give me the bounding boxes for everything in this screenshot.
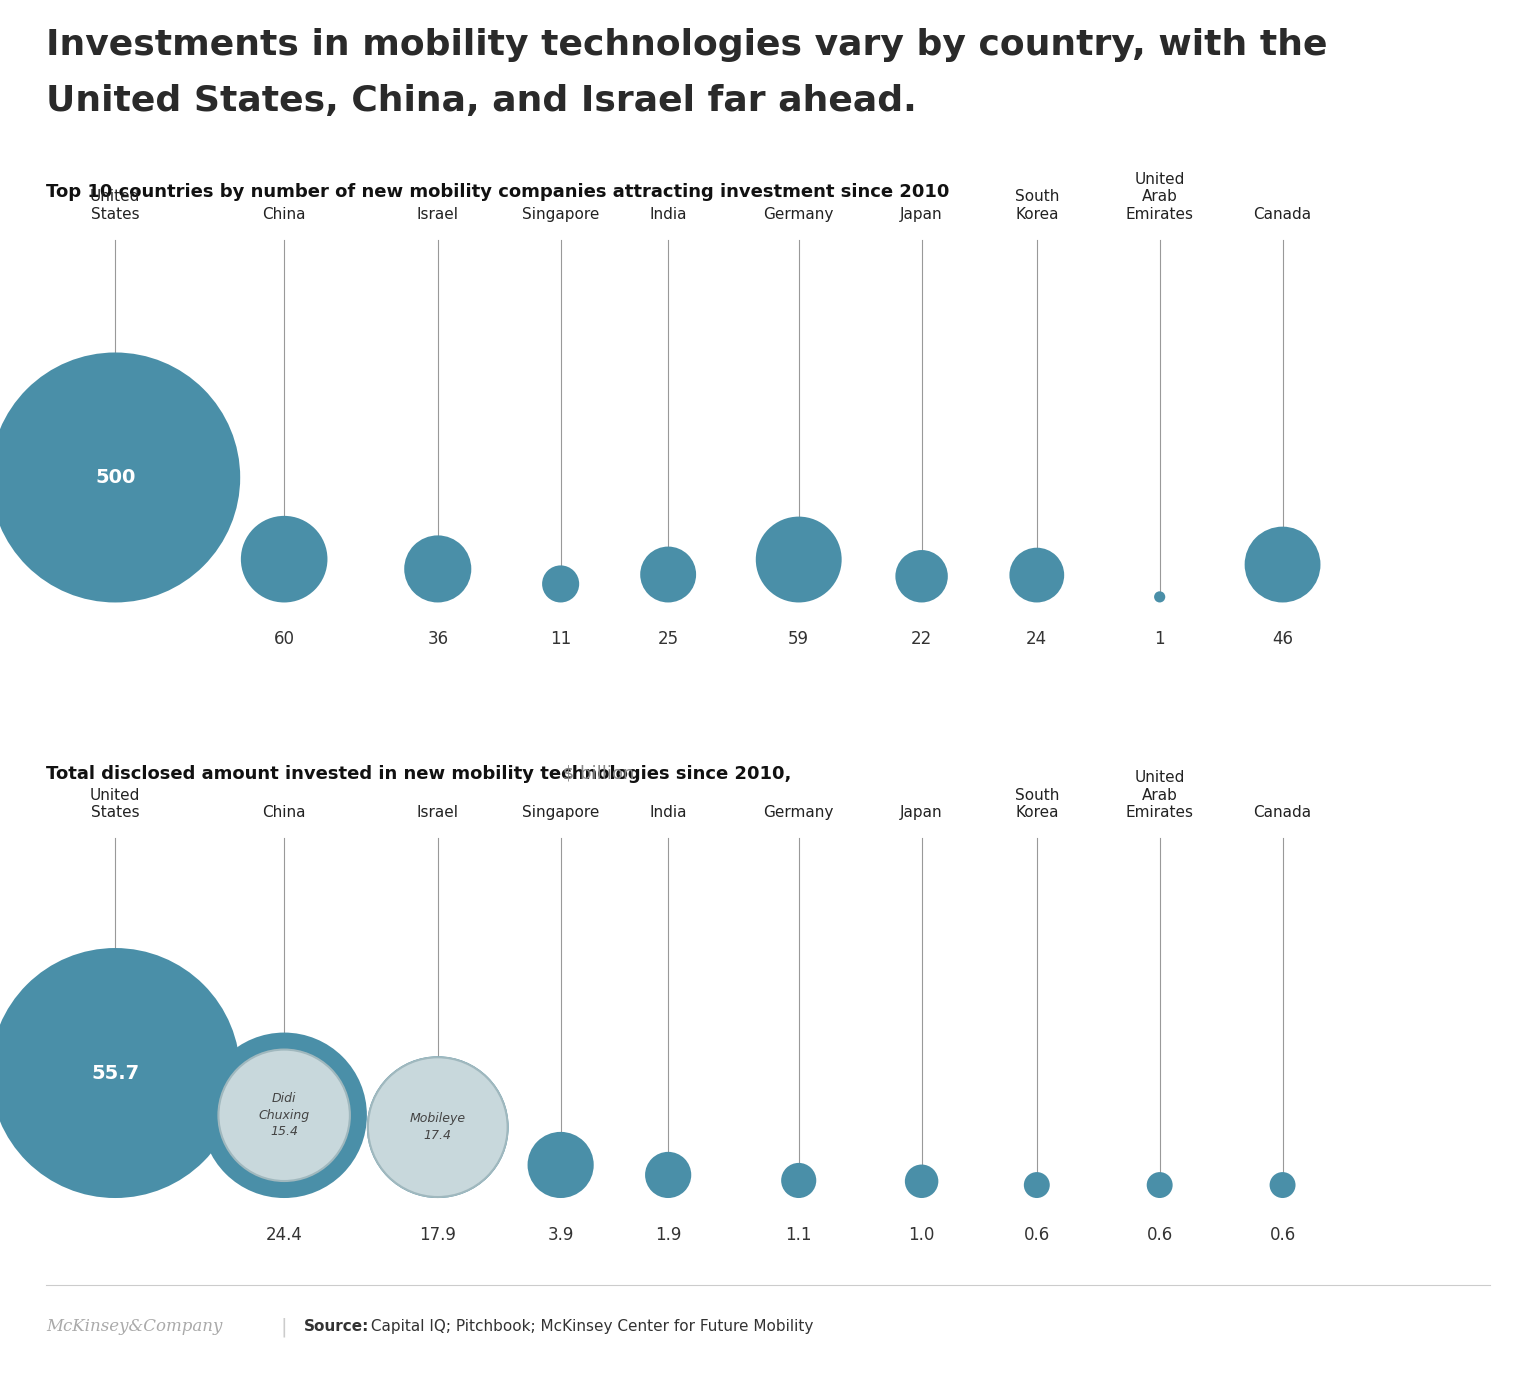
Text: United
States: United States	[91, 788, 140, 820]
Text: South
Korea: South Korea	[1015, 788, 1058, 820]
Text: Source:: Source:	[304, 1320, 370, 1334]
Text: 500: 500	[95, 468, 135, 488]
Circle shape	[895, 550, 948, 602]
Text: Germany: Germany	[763, 805, 834, 820]
Circle shape	[527, 1132, 594, 1198]
Text: 59: 59	[788, 630, 809, 648]
Text: Singapore: Singapore	[522, 206, 599, 222]
Text: 0.6: 0.6	[1023, 1226, 1051, 1244]
Text: Israel: Israel	[416, 206, 459, 222]
Circle shape	[645, 1152, 691, 1198]
Text: Capital IQ; Pitchbook; McKinsey Center for Future Mobility: Capital IQ; Pitchbook; McKinsey Center f…	[366, 1320, 813, 1334]
Circle shape	[0, 947, 240, 1198]
Circle shape	[1270, 1172, 1295, 1198]
Circle shape	[1244, 526, 1321, 602]
Circle shape	[905, 1165, 938, 1198]
Text: South
Korea: South Korea	[1015, 190, 1058, 222]
Text: United
States: United States	[91, 190, 140, 222]
Text: 46: 46	[1272, 630, 1293, 648]
Text: Total disclosed amount invested in new mobility technologies since 2010,: Total disclosed amount invested in new m…	[46, 765, 791, 783]
Text: Canada: Canada	[1253, 206, 1312, 222]
Circle shape	[201, 1033, 367, 1198]
Text: Investments in mobility technologies vary by country, with the: Investments in mobility technologies var…	[46, 28, 1327, 62]
Text: Mobileye
17.4: Mobileye 17.4	[410, 1112, 465, 1141]
Text: Singapore: Singapore	[522, 805, 599, 820]
Text: 25: 25	[657, 630, 679, 648]
Circle shape	[1009, 547, 1064, 602]
Text: 60: 60	[273, 630, 295, 648]
Text: 0.6: 0.6	[1146, 1226, 1174, 1244]
Text: 22: 22	[911, 630, 932, 648]
Text: Didi
Chuxing
15.4: Didi Chuxing 15.4	[258, 1093, 310, 1138]
Circle shape	[369, 1057, 507, 1197]
Text: 24: 24	[1026, 630, 1048, 648]
Text: Israel: Israel	[416, 805, 459, 820]
Text: 1.9: 1.9	[654, 1226, 682, 1244]
Circle shape	[404, 536, 472, 602]
Text: Japan: Japan	[900, 805, 943, 820]
Text: 55.7: 55.7	[91, 1064, 140, 1083]
Text: India: India	[650, 206, 687, 222]
Text: 1: 1	[1155, 630, 1164, 648]
Text: 36: 36	[427, 630, 449, 648]
Text: 0.6: 0.6	[1269, 1226, 1296, 1244]
Text: United
Arab
Emirates: United Arab Emirates	[1126, 770, 1193, 820]
Text: Canada: Canada	[1253, 805, 1312, 820]
Text: Top 10 countries by number of new mobility companies attracting investment since: Top 10 countries by number of new mobili…	[46, 183, 949, 201]
Text: 3.9: 3.9	[547, 1226, 574, 1244]
Circle shape	[1154, 591, 1166, 602]
Text: United States, China, and Israel far ahead.: United States, China, and Israel far ahe…	[46, 83, 917, 118]
Circle shape	[367, 1057, 508, 1198]
Circle shape	[1147, 1172, 1172, 1198]
Text: 11: 11	[550, 630, 571, 648]
Circle shape	[241, 515, 327, 602]
Text: 17.9: 17.9	[419, 1226, 456, 1244]
Text: 1.1: 1.1	[785, 1226, 813, 1244]
Text: |: |	[281, 1317, 287, 1337]
Circle shape	[641, 547, 696, 602]
Circle shape	[1025, 1172, 1049, 1198]
Circle shape	[756, 517, 842, 602]
Text: 1.0: 1.0	[908, 1226, 935, 1244]
Text: 24.4: 24.4	[266, 1226, 303, 1244]
Text: India: India	[650, 805, 687, 820]
Text: United
Arab
Emirates: United Arab Emirates	[1126, 172, 1193, 222]
Circle shape	[542, 565, 579, 602]
Circle shape	[0, 352, 240, 602]
Text: China: China	[263, 805, 306, 820]
Text: Germany: Germany	[763, 206, 834, 222]
Text: $ billion: $ billion	[558, 765, 634, 783]
Text: McKinsey&Company: McKinsey&Company	[46, 1319, 223, 1335]
Circle shape	[782, 1163, 816, 1198]
Circle shape	[218, 1050, 350, 1181]
Text: China: China	[263, 206, 306, 222]
Text: Japan: Japan	[900, 206, 943, 222]
